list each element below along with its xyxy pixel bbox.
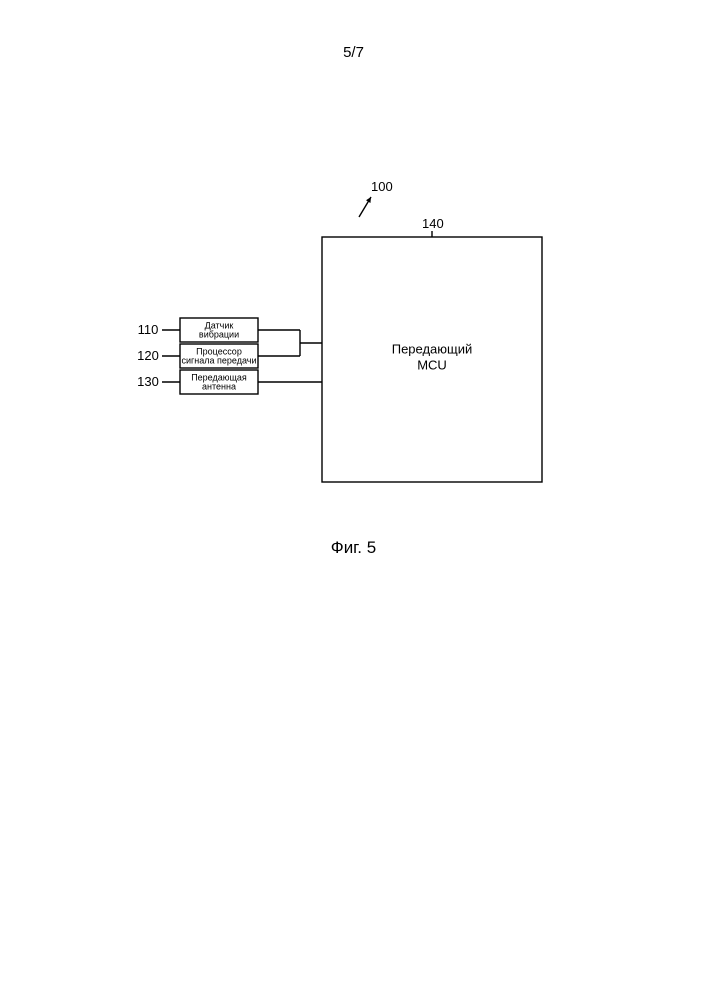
figure-caption: Фиг. 5 — [0, 538, 707, 558]
main-block-label: Передающий — [392, 342, 473, 357]
main-block-label: MCU — [417, 358, 447, 373]
block-label-110: вибрации — [199, 330, 239, 340]
ref-label-130: 130 — [137, 374, 159, 389]
block-diagram: 100ПередающийMCU140Датчиквибрации110Проц… — [0, 0, 707, 1000]
ref-label-120: 120 — [137, 348, 159, 363]
block-label-130: антенна — [202, 382, 236, 392]
ref-label-100: 100 — [371, 179, 393, 194]
ref-label-110: 110 — [138, 322, 159, 337]
ref-label-140: 140 — [422, 216, 444, 231]
block-label-120: сигнала передачи — [181, 356, 256, 366]
